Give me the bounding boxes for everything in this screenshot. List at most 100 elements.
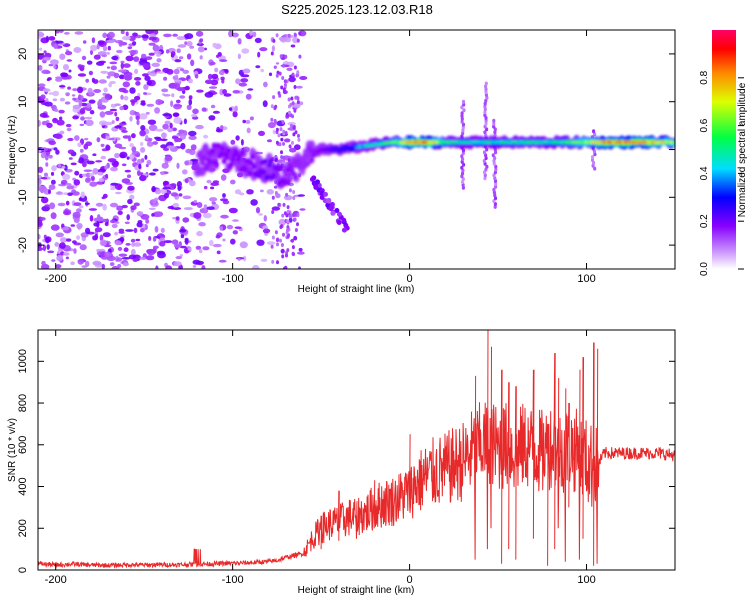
heatmap-noise-blob xyxy=(276,260,279,265)
heatmap-noise-blob xyxy=(461,99,466,104)
heatmap-noise-blob xyxy=(140,214,150,220)
heatmap-noise-blob xyxy=(140,141,144,147)
heatmap-noise-blob xyxy=(55,232,64,238)
heatmap-noise-blob xyxy=(218,69,225,76)
heatmap-noise-blob xyxy=(176,36,186,41)
heatmap-noise-blob xyxy=(326,198,332,204)
heatmap-noise-blob xyxy=(228,207,238,214)
heatmap-noise-blob xyxy=(297,194,305,197)
heatmap-ridge-blob xyxy=(213,160,219,166)
heatmap-noise-blob xyxy=(104,165,108,170)
heatmap-noise-blob xyxy=(96,216,104,222)
heatmap-noise-blob xyxy=(109,202,119,208)
heatmap-noise-blob xyxy=(59,237,68,243)
heatmap-noise-blob xyxy=(107,158,117,163)
heatmap-noise-blob xyxy=(167,128,174,133)
heatmap-noise-blob xyxy=(114,221,120,224)
heatmap-noise-blob xyxy=(208,86,218,89)
x-tick-label: -100 xyxy=(222,574,244,586)
heatmap-noise-blob xyxy=(41,196,49,204)
heatmap-noise-blob xyxy=(206,179,212,184)
heatmap-noise-blob xyxy=(313,184,319,190)
heatmap-noise-blob xyxy=(129,116,133,122)
heatmap-noise-blob xyxy=(186,41,193,47)
heatmap-noise-blob xyxy=(135,153,141,158)
heatmap-noise-blob xyxy=(140,100,146,104)
heatmap-noise-blob xyxy=(296,222,299,227)
heatmap-noise-blob xyxy=(243,255,247,262)
heatmap-noise-blob xyxy=(203,204,208,211)
heatmap-ridge-blob xyxy=(200,160,206,166)
heatmap-noise-blob xyxy=(282,87,286,92)
heatmap-noise-blob xyxy=(99,239,107,247)
heatmap-noise-blob xyxy=(235,78,241,85)
heatmap-noise-blob xyxy=(160,138,168,142)
heatmap-noise-blob xyxy=(266,241,276,246)
heatmap-noise-blob xyxy=(179,133,186,140)
heatmap-noise-blob xyxy=(187,247,192,251)
heatmap-noise-blob xyxy=(156,71,165,74)
heatmap-noise-blob xyxy=(112,160,119,168)
heatmap-noise-blob xyxy=(125,31,129,37)
heatmap-noise-blob xyxy=(186,53,192,60)
heatmap-noise-blob xyxy=(164,155,173,162)
heatmap-noise-blob xyxy=(118,253,128,257)
heatmap-noise-blob xyxy=(271,259,275,264)
heatmap-noise-blob xyxy=(50,212,57,220)
heatmap-noise-blob xyxy=(484,118,488,123)
heatmap-noise-blob xyxy=(163,76,168,81)
heatmap-noise-blob xyxy=(72,97,77,101)
y-tick-label: 1000 xyxy=(17,349,29,373)
heatmap-noise-blob xyxy=(247,88,254,91)
heatmap-noise-blob xyxy=(492,187,496,192)
heatmap-noise-blob xyxy=(592,129,596,134)
heatmap-noise-blob xyxy=(127,198,133,205)
heatmap-noise-blob xyxy=(53,147,58,151)
heatmap-noise-blob xyxy=(281,213,285,218)
heatmap-noise-blob xyxy=(67,137,74,142)
heatmap-noise-blob xyxy=(282,63,286,68)
heatmap-noise-blob xyxy=(284,265,288,269)
heatmap-noise-blob xyxy=(257,51,261,58)
heatmap-noise-blob xyxy=(171,239,179,245)
heatmap-noise-blob xyxy=(152,168,159,172)
heatmap-noise-blob xyxy=(38,31,44,37)
heatmap-noise-blob xyxy=(290,96,294,101)
heatmap-noise-blob xyxy=(61,226,70,231)
heatmap-noise-blob xyxy=(136,170,141,177)
heatmap-noise-blob xyxy=(111,55,119,61)
heatmap-noise-blob xyxy=(258,213,263,216)
y-tick-label: 600 xyxy=(17,436,29,454)
heatmap-noise-blob xyxy=(153,136,161,140)
heatmap-noise-blob xyxy=(290,238,294,243)
heatmap-noise-blob xyxy=(65,256,69,260)
heatmap-noise-blob xyxy=(129,143,134,148)
heatmap-noise-blob xyxy=(114,231,118,236)
heatmap-noise-blob xyxy=(63,252,70,256)
heatmap-noise-blob xyxy=(121,130,128,133)
heatmap-ridge-blob xyxy=(305,161,311,167)
heatmap-noise-blob xyxy=(274,230,278,235)
heatmap-noise-blob xyxy=(276,237,280,242)
heatmap-noise-blob xyxy=(39,217,46,221)
heatmap-noise-blob xyxy=(146,141,154,147)
heatmap-noise-blob xyxy=(232,111,238,118)
heatmap-noise-blob xyxy=(127,185,135,191)
heatmap-noise-blob xyxy=(142,73,149,77)
heatmap-noise-blob xyxy=(179,95,186,99)
heatmap-noise-blob xyxy=(155,128,164,132)
heatmap-noise-blob xyxy=(125,243,131,246)
heatmap-noise-blob xyxy=(177,185,182,192)
heatmap-noise-blob xyxy=(280,137,284,142)
heatmap-noise-blob xyxy=(53,43,58,49)
heatmap-noise-blob xyxy=(114,103,121,106)
heatmap-noise-blob xyxy=(192,259,201,265)
heatmap-noise-blob xyxy=(148,124,158,132)
heatmap-noise-blob xyxy=(282,129,286,134)
heatmap-noise-blob xyxy=(156,58,162,63)
heatmap-noise-blob xyxy=(108,82,112,88)
heatmap-ridge-blob xyxy=(228,162,234,168)
heatmap-noise-blob xyxy=(99,111,106,118)
heatmap-noise-blob xyxy=(214,67,219,73)
heatmap-noise-blob xyxy=(298,247,303,252)
